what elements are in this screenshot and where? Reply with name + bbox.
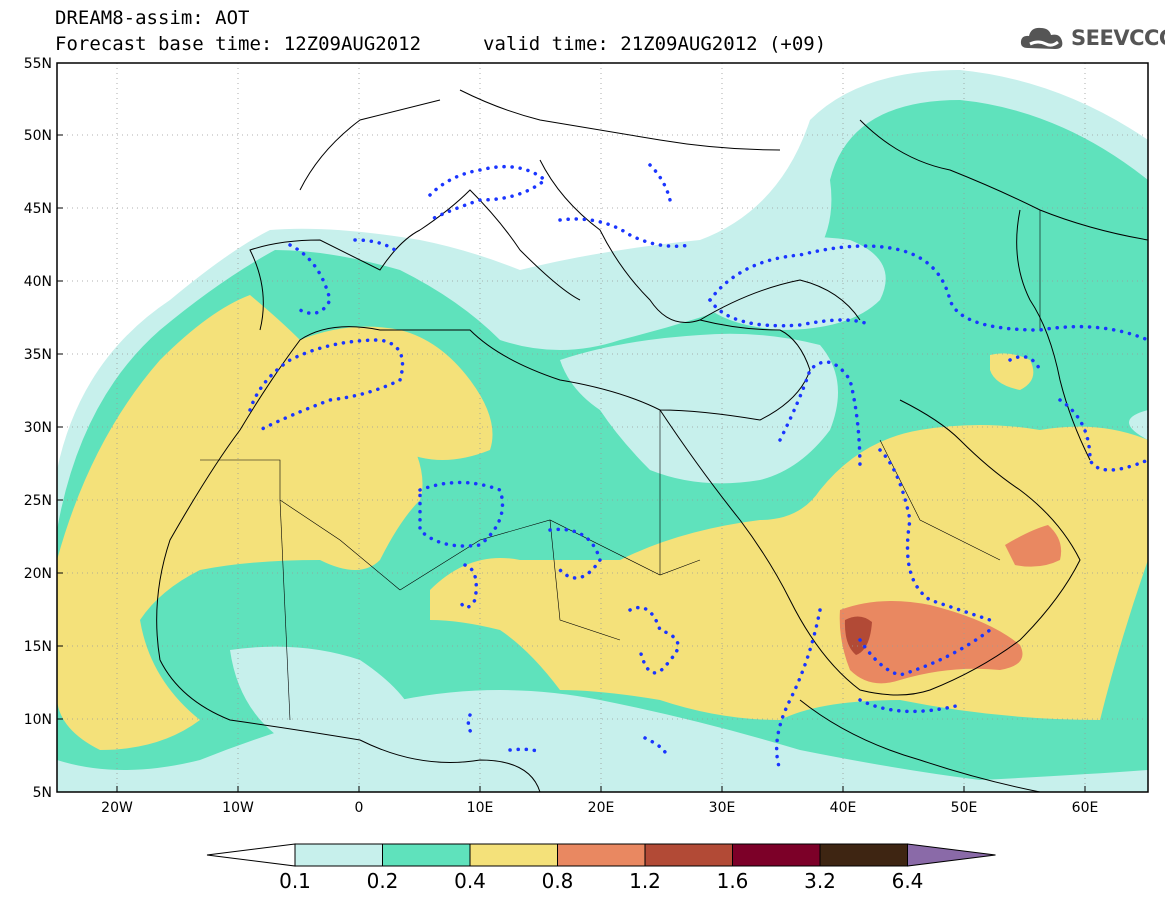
colorbar: 0.1 0.2 0.4 0.8 1.2 1.6 3.2 6.4 — [206, 843, 996, 893]
aot-band-0.8-oman — [1005, 525, 1062, 567]
lat-label: 35N — [24, 347, 52, 363]
colorbar-swatch — [382, 843, 471, 867]
colorbar-low-arrow — [206, 843, 296, 867]
colorbar-label: 0.2 — [367, 869, 399, 893]
map-title: DREAM8-assim: AOT — [55, 7, 250, 29]
lon-label: 50E — [951, 800, 978, 816]
colorbar-label: 1.6 — [717, 869, 749, 893]
valid-time: valid time: 21Z09AUG2012 (+09) — [483, 33, 827, 55]
colorbar-label: 0.4 — [454, 869, 486, 893]
lon-labels: 20W 10W 0 10E 20E 30E 40E 50E 60E — [101, 800, 1098, 816]
colorbar-label: 1.2 — [629, 869, 661, 893]
lon-label: 60E — [1072, 800, 1099, 816]
lon-label: 20E — [588, 800, 615, 816]
lat-label: 15N — [24, 639, 52, 655]
colorbar-swatch — [557, 843, 646, 867]
aot-field — [57, 63, 1148, 792]
coastlines — [156, 89, 1148, 792]
logo-text: SEEVCCC — [1071, 26, 1165, 50]
lat-label: 20N — [24, 566, 52, 582]
lat-label: 10N — [24, 712, 52, 728]
cloud-icon — [1020, 27, 1063, 49]
colorbar-swatch — [644, 843, 733, 867]
lat-labels: 5N 10N 15N 20N 25N 30N 35N 40N 45N 50N 5… — [24, 56, 52, 801]
aot-band-0.4-west — [57, 295, 493, 750]
aot-band-0.1-anatolia — [700, 236, 886, 330]
lat-label: 50N — [24, 128, 52, 144]
colorbar-label: 0.8 — [542, 869, 574, 893]
borders — [200, 210, 1041, 721]
graticule — [57, 63, 1148, 792]
aot-band-0.8-yemen — [839, 601, 1023, 684]
lat-label: 5N — [33, 785, 52, 801]
lat-label: 30N — [24, 420, 52, 436]
colorbar-label: 6.4 — [892, 869, 924, 893]
dust-contours — [248, 163, 1148, 772]
forecast-base-time: Forecast base time: 12Z09AUG2012 — [55, 33, 422, 55]
lon-label: 0 — [355, 800, 364, 816]
lat-label: 25N — [24, 493, 52, 509]
aot-band-0.4-caspian — [990, 353, 1034, 390]
lon-label: 20W — [101, 800, 133, 816]
colorbar-swatch — [819, 843, 908, 867]
seevccc-logo: SEEVCCC — [1018, 22, 1165, 58]
lon-label: 40E — [830, 800, 857, 816]
colorbar-label: 3.2 — [804, 869, 836, 893]
colorbar-swatch — [294, 843, 383, 867]
lon-label: 10E — [467, 800, 494, 816]
lat-label: 55N — [24, 56, 52, 72]
colorbar-swatch — [732, 843, 821, 867]
colorbar-label: 0.1 — [279, 869, 311, 893]
colorbar-swatch — [469, 843, 558, 867]
aot-band-0.1-egypt — [560, 333, 838, 484]
lat-label: 45N — [24, 201, 52, 217]
lon-label: 30E — [709, 800, 736, 816]
axis-ticks — [57, 134, 1086, 792]
lon-label: 10W — [222, 800, 254, 816]
lat-label: 40N — [24, 274, 52, 290]
colorbar-high-arrow — [907, 843, 996, 867]
